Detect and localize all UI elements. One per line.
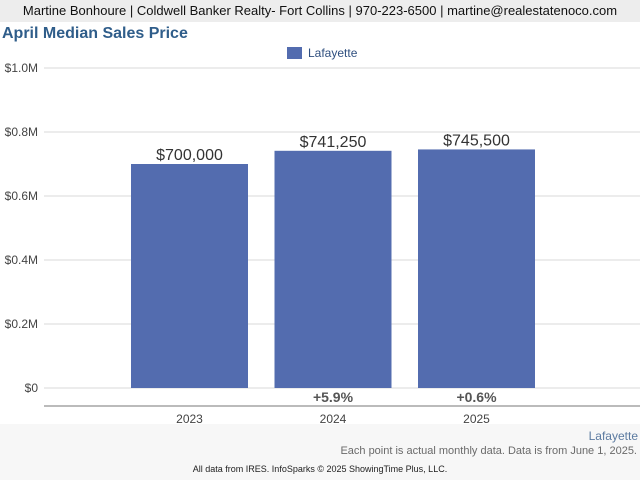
x-axis-ticks: 2023 2024 2025 (176, 412, 490, 424)
agent-contact-text: Martine Bonhoure | Coldwell Banker Realt… (22, 3, 618, 18)
y-tick-label: $0.4M (5, 253, 38, 267)
y-tick-label: $1.0M (5, 61, 38, 75)
x-tick-label: 2025 (463, 412, 490, 424)
x-tick-label: 2024 (320, 412, 347, 424)
value-labels: $700,000 $741,250 +5.9% $745,500 +0.6% (156, 132, 510, 405)
bar-value-label: $741,250 (300, 134, 367, 151)
footer-band (0, 424, 640, 480)
y-axis-ticks: $0 $0.2M $0.4M $0.6M $0.8M $1.0M (5, 61, 39, 395)
legend-swatch (287, 47, 302, 59)
agent-contact-bar: Martine Bonhoure | Coldwell Banker Realt… (0, 0, 640, 22)
region-footnote[interactable]: Lafayette (588, 429, 638, 443)
bar (274, 150, 392, 388)
bar-value-label: $700,000 (156, 147, 223, 164)
x-tick-label: 2023 (176, 412, 203, 424)
y-tick-label: $0.8M (5, 125, 38, 139)
y-tick-label: $0.2M (5, 317, 38, 331)
change-label: +5.9% (313, 389, 354, 405)
bar (418, 149, 535, 388)
bars (131, 149, 535, 388)
y-tick-label: $0.6M (5, 189, 38, 203)
y-tick-label: $0 (25, 381, 39, 395)
bar-chart: $0 $0.2M $0.4M $0.6M $0.8M $1.0M $700,000 $741… (5, 61, 640, 424)
bar-value-label: $745,500 (443, 132, 510, 149)
credits: All data from IRES. InfoSparks © 2025 Sh… (192, 464, 448, 474)
data-note: Each point is actual monthly data. Data … (340, 445, 637, 457)
legend-label: Lafayette (308, 46, 358, 60)
bar (131, 164, 248, 388)
chart-title: April Median Sales Price (2, 25, 188, 42)
change-label: +0.6% (456, 389, 497, 405)
legend: Lafayette (287, 46, 357, 60)
